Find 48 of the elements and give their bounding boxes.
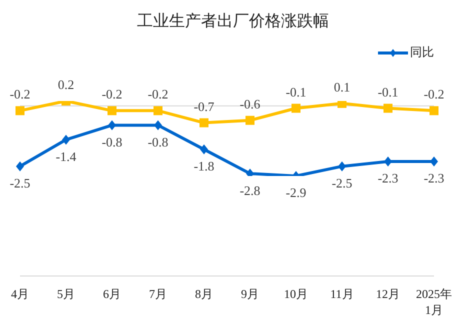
point	[246, 116, 254, 125]
point	[154, 106, 162, 116]
point	[430, 106, 438, 116]
data-label: -0.2	[10, 86, 30, 102]
point	[16, 161, 24, 172]
data-label: -0.1	[286, 84, 306, 100]
x-tick-label: 11月	[330, 287, 354, 301]
data-label: -0.8	[148, 134, 168, 150]
data-label: -1.4	[56, 148, 77, 164]
data-label: -0.2	[424, 86, 444, 102]
point	[200, 144, 208, 154]
point	[200, 118, 208, 128]
x-tick-label: 2025年 1月	[416, 287, 452, 317]
x-tick-label: 5月	[57, 287, 75, 301]
data-label: 0.1	[334, 79, 350, 94]
point	[384, 156, 392, 166]
point	[16, 106, 24, 116]
point	[62, 134, 70, 145]
data-label: -2.3	[424, 170, 444, 186]
point	[338, 161, 346, 172]
point	[108, 106, 116, 116]
data-label: -0.2	[148, 86, 168, 102]
data-label: -0.2	[102, 86, 122, 102]
legend-label: 同比	[409, 44, 434, 61]
data-label: -2.5	[10, 176, 30, 191]
data-label: -0.6	[240, 96, 261, 112]
data-label: -0.1	[378, 84, 398, 100]
data-label: -2.5	[332, 176, 352, 191]
point	[108, 120, 116, 130]
x-tick-label: 9月	[241, 287, 259, 301]
point	[292, 104, 300, 113]
data-label: -1.8	[194, 158, 214, 174]
data-label: -0.7	[194, 98, 215, 114]
point	[154, 120, 162, 130]
data-label: -2.8	[240, 182, 260, 198]
x-tick-label: 4月	[11, 287, 29, 301]
x-tick-label: 8月	[195, 287, 213, 301]
point	[384, 104, 392, 113]
data-label: 0.2	[58, 77, 74, 92]
x-tick-label: 12月	[376, 287, 400, 301]
chart-title: 工业生产者出厂价格涨跌幅	[136, 10, 330, 32]
point	[430, 156, 438, 166]
data-label: -2.3	[378, 170, 398, 186]
data-label: -0.8	[102, 134, 122, 150]
x-tick-label: 7月	[149, 287, 167, 301]
x-tick-label: 6月	[103, 287, 121, 301]
x-tick-label: 10月	[284, 287, 308, 301]
data-label: -2.9	[286, 185, 306, 200]
